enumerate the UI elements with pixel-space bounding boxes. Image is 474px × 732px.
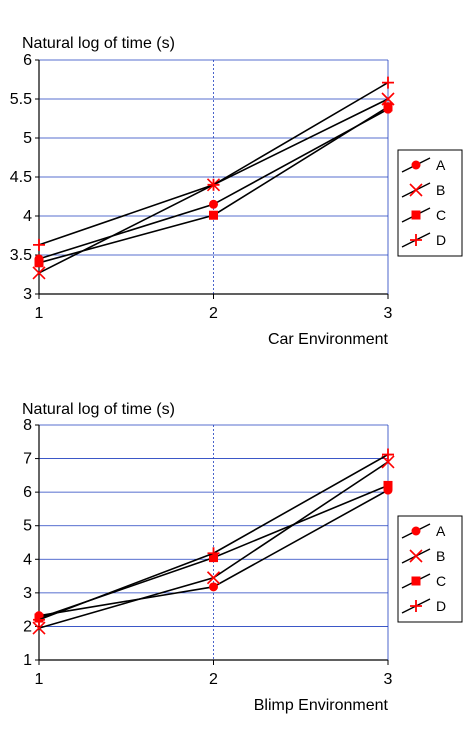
chart-blimp-legend-d-label: D xyxy=(436,598,446,614)
chart-car-series-d-point xyxy=(382,76,394,89)
chart-blimp-legend-c-marker xyxy=(411,576,421,586)
chart-blimp-ytick-label: 3 xyxy=(23,585,32,602)
chart-blimp-legend-d-marker xyxy=(410,600,422,612)
chart-blimp-ytick-label: 7 xyxy=(23,451,32,468)
chart-car-series-d-point xyxy=(207,178,220,191)
chart-blimp-xtick-label: 1 xyxy=(35,671,44,688)
chart-blimp-plot: 1 2 3 4 5 6 7 8 1 2 3 xyxy=(23,417,395,688)
chart-blimp-ytick-label: 6 xyxy=(23,484,32,501)
chart-blimp-ylabel: Natural log of time (s) xyxy=(22,401,175,418)
chart-car-ytick-label: 6 xyxy=(23,52,32,69)
chart-blimp-xtick-label: 2 xyxy=(209,671,218,688)
chart-car: Natural log of time (s) 33.544.555.561 2 3… xyxy=(10,35,463,348)
chart-blimp-xtick-label: 3 xyxy=(384,671,393,688)
chart-blimp-ytick-label: 1 xyxy=(23,652,32,669)
chart-blimp-series-b-point xyxy=(381,455,395,469)
chart-car-xtick-label: 3 xyxy=(384,305,393,322)
chart-car-ytick-label: 4 xyxy=(23,208,32,225)
chart-car-legend-d-label: D xyxy=(436,232,446,248)
chart-car-legend-d-marker xyxy=(410,234,422,246)
chart-car-ytick-label: 5.5 xyxy=(10,91,32,108)
chart-blimp-ytick-label: 8 xyxy=(23,417,32,434)
chart-blimp-legend-b-marker xyxy=(409,549,423,563)
chart-blimp-ytick-label: 4 xyxy=(23,551,32,568)
chart-car-legend-c-label: C xyxy=(436,207,446,223)
chart-blimp-series-d-point xyxy=(207,547,220,560)
chart-car-series-d-point xyxy=(33,238,45,251)
chart-blimp-series-b-point xyxy=(32,621,46,635)
chart-car-plot: 3 3.5 4 4.5 5 5.5 6 1 2 3 xyxy=(10,52,395,322)
chart-car-legend-c-marker xyxy=(411,210,421,220)
chart-car-series-a-point xyxy=(209,199,218,209)
chart-blimp-legend-b-label: B xyxy=(436,548,445,564)
chart-car-legend-b-marker xyxy=(409,183,423,197)
chart-blimp-series-d-point xyxy=(33,613,45,626)
chart-car-series-c-point xyxy=(383,102,393,112)
chart-blimp-series-a-point xyxy=(209,582,218,592)
chart-car-ytick-label: 3.5 xyxy=(10,247,32,264)
chart-car-ytick-label: 4.5 xyxy=(10,169,32,186)
chart-car-ylabel: Natural log of time (s) xyxy=(22,35,175,52)
chart-blimp-series-b-point xyxy=(206,571,221,585)
chart-car-series-b-point xyxy=(32,266,46,280)
chart-car-xtick-label: 2 xyxy=(209,305,218,322)
chart-blimp-legend-a-marker xyxy=(411,526,421,536)
chart-car-legend-box xyxy=(397,149,463,257)
chart-blimp-legend-c-label: C xyxy=(436,573,446,589)
chart-car-series-c-point xyxy=(209,210,218,220)
chart-blimp-legend-a-label: A xyxy=(436,523,446,539)
chart-blimp-legend-box xyxy=(397,515,463,623)
chart-blimp-series-d-point xyxy=(382,448,394,461)
chart-car-legend-a-label: A xyxy=(436,157,446,173)
chart-car-legend-b-label: B xyxy=(436,182,445,198)
chart-car-xlabel: Car Environment xyxy=(268,331,389,348)
chart-blimp: Natural log of time (s) 1 2 3 4 5 6 7 8 1 2 3 Blim… xyxy=(22,401,463,714)
chart-car-legend-a-marker xyxy=(411,160,421,170)
chart-blimp-series-c-point xyxy=(383,480,393,490)
chart-car-ytick-label: 5 xyxy=(23,130,32,147)
chart-car-xtick-label: 1 xyxy=(35,305,44,322)
chart-blimp-xlabel: Blimp Environment xyxy=(254,697,389,714)
chart-car-series-c-point xyxy=(34,258,44,268)
chart-blimp-ytick-label: 2 xyxy=(23,618,32,635)
chart-blimp-ytick-label: 5 xyxy=(23,518,32,535)
chart-car-ytick-label: 3 xyxy=(23,286,32,303)
